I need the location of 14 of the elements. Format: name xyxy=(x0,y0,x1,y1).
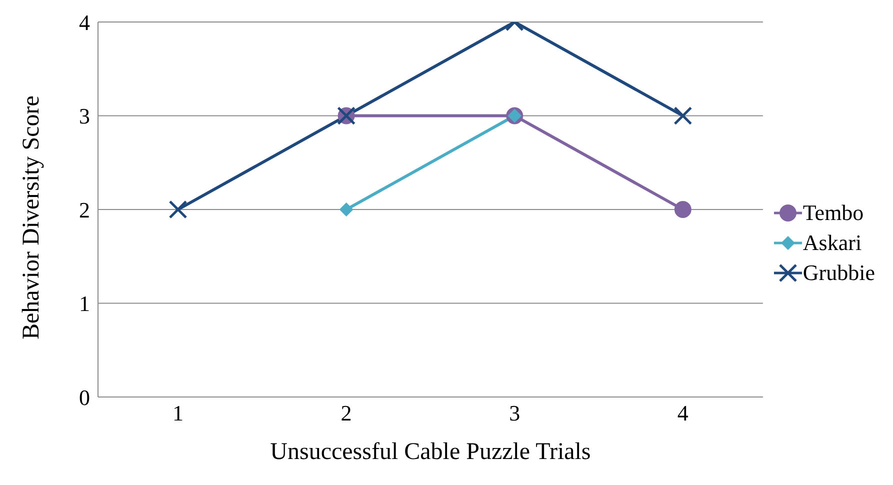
legend-label: Grubbie xyxy=(802,260,875,286)
x-tick-label: 4 xyxy=(677,400,688,426)
x-tick-label: 3 xyxy=(509,400,520,426)
x-tick-label: 2 xyxy=(340,400,352,426)
y-axis-title: Behavior Diversity Score xyxy=(18,96,45,340)
y-tick-label: 3 xyxy=(79,104,90,129)
y-tick-label: 0 xyxy=(79,384,90,410)
x-axis-title: Unsuccessful Cable Puzzle Trials xyxy=(270,439,591,465)
y-tick-label: 4 xyxy=(79,10,90,35)
y-tick-label: 1 xyxy=(79,291,90,316)
x-tick-label: 1 xyxy=(172,400,184,426)
legend-label: Tembo xyxy=(802,200,864,226)
legend-label: Askari xyxy=(802,230,862,256)
y-tick-label: 2 xyxy=(79,197,90,222)
